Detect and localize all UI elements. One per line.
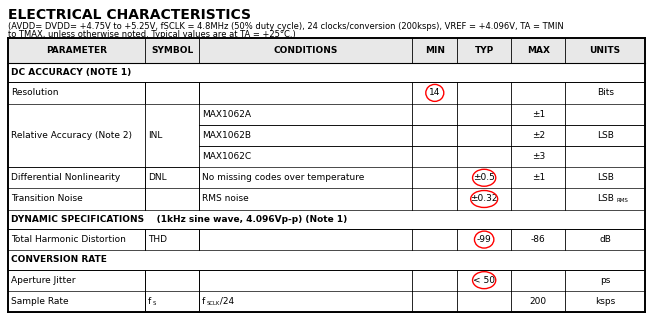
Text: Bits: Bits [597,88,614,97]
Text: DYNAMIC SPECIFICATIONS    (1kHz sine wave, 4.096Vp-p) (Note 1): DYNAMIC SPECIFICATIONS (1kHz sine wave, … [11,215,347,224]
Text: /24: /24 [217,297,234,306]
Text: THD: THD [148,235,167,244]
Text: f: f [202,297,205,306]
Text: Relative Accuracy (Note 2): Relative Accuracy (Note 2) [11,131,132,140]
Text: RMS noise: RMS noise [202,195,249,204]
Text: ps: ps [600,276,611,285]
Text: (AVDD= DVDD= +4.75V to +5.25V, fSCLK = 4.8MHz (50% duty cycle), 24 clocks/conver: (AVDD= DVDD= +4.75V to +5.25V, fSCLK = 4… [8,22,564,31]
Text: DNL: DNL [148,173,167,182]
Text: SYMBOL: SYMBOL [151,46,193,55]
Text: MAX: MAX [527,46,550,55]
Text: ±1: ±1 [532,173,545,182]
Text: Transition Noise: Transition Noise [11,195,83,204]
Text: INL: INL [148,131,163,140]
Bar [9,104,199,167]
Bar [8,38,645,63]
Text: ±0.32: ±0.32 [470,195,498,204]
Text: Sample Rate: Sample Rate [11,297,69,306]
Text: to TMAX, unless otherwise noted. Typical values are at TA = +25°C.): to TMAX, unless otherwise noted. Typical… [8,30,296,39]
Text: UNITS: UNITS [590,46,621,55]
Text: -86: -86 [531,235,546,244]
Text: ksps: ksps [595,297,615,306]
Text: PARAMETER: PARAMETER [46,46,107,55]
Text: < 50: < 50 [473,276,495,285]
Text: ±3: ±3 [532,152,545,161]
Text: Total Harmonic Distortion: Total Harmonic Distortion [11,235,126,244]
Text: ELECTRICAL CHARACTERISTICS: ELECTRICAL CHARACTERISTICS [8,8,251,22]
Text: 14: 14 [429,88,441,97]
Text: Aperture Jitter: Aperture Jitter [11,276,76,285]
Text: MAX1062B: MAX1062B [202,131,251,140]
Text: LSB: LSB [597,195,614,204]
Text: -99: -99 [477,235,492,244]
Text: LSB: LSB [597,173,614,182]
Text: ±0.5: ±0.5 [473,173,495,182]
Text: dB: dB [599,235,611,244]
Text: TYP: TYP [475,46,494,55]
Text: RMS: RMS [616,198,628,204]
Text: LSB: LSB [597,131,614,140]
Text: ±2: ±2 [532,131,545,140]
Text: CONDITIONS: CONDITIONS [274,46,338,55]
Text: Differential Nonlinearity: Differential Nonlinearity [11,173,120,182]
Text: SCLK: SCLK [206,301,220,306]
Text: S: S [152,301,156,306]
Text: MAX1062C: MAX1062C [202,152,251,161]
Text: ±1: ±1 [532,110,545,119]
Text: 200: 200 [530,297,547,306]
Text: Resolution: Resolution [11,88,59,97]
Text: f: f [148,297,151,306]
Text: MIN: MIN [425,46,445,55]
Text: DC ACCURACY (NOTE 1): DC ACCURACY (NOTE 1) [11,68,131,77]
Text: No missing codes over temperature: No missing codes over temperature [202,173,364,182]
Text: CONVERSION RATE: CONVERSION RATE [11,255,107,264]
Text: MAX1062A: MAX1062A [202,110,251,119]
